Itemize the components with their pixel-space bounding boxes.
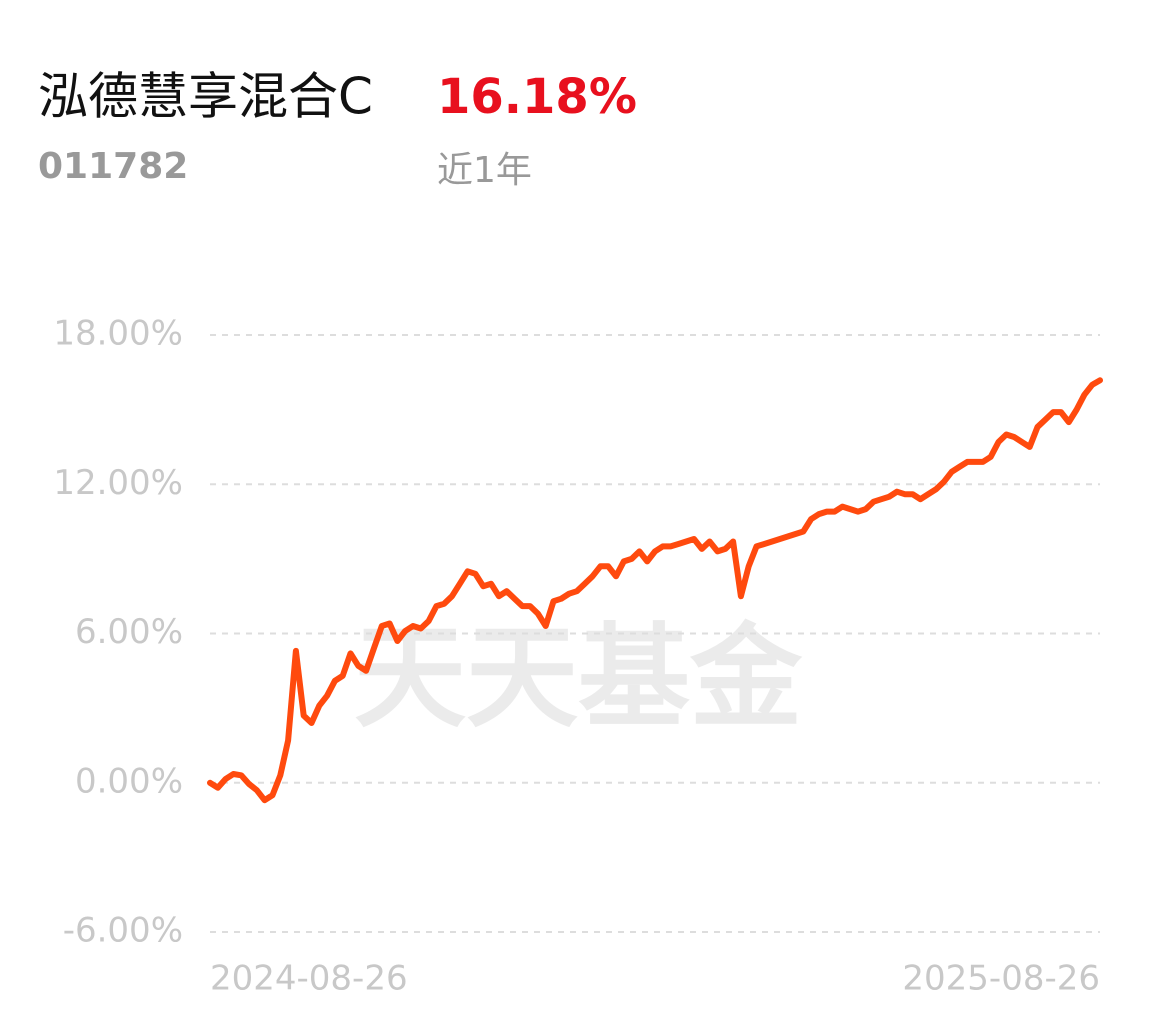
y-tick-label: 12.00% <box>53 463 183 503</box>
line-series <box>207 377 1103 804</box>
x-tick-label: 2024-08-26 <box>210 959 408 999</box>
y-tick-label: 18.00% <box>53 314 183 354</box>
fund-name: 泓德慧享混合C <box>38 68 373 126</box>
period-label: 近1年 <box>437 150 532 191</box>
y-tick-label: -6.00% <box>63 911 183 951</box>
watermark: 天天基金 <box>354 613 803 743</box>
x-tick-label: 2025-08-26 <box>902 959 1100 999</box>
fund-code: 011782 <box>38 146 188 187</box>
y-tick-label: 6.00% <box>75 612 183 652</box>
return-value: 16.18% <box>437 69 637 125</box>
y-tick-label: 0.00% <box>75 761 183 801</box>
